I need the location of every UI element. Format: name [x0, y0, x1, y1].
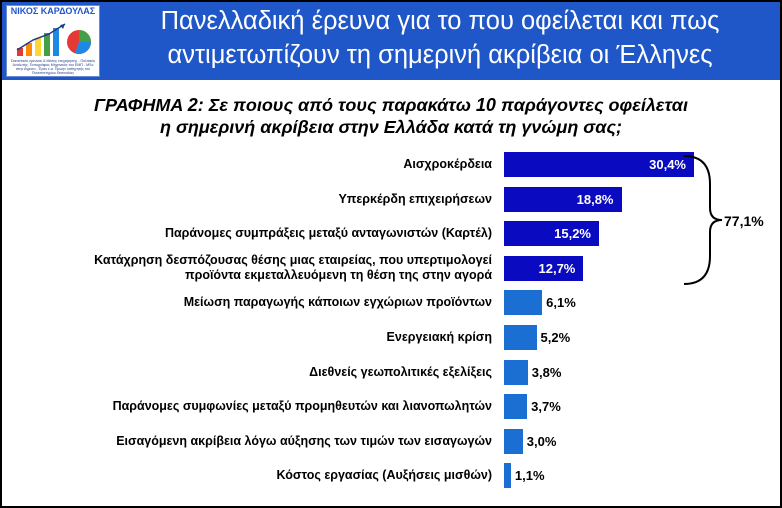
logo-caption: Στατιστικός έρευνας & Μέσης επιχείρησης …	[10, 59, 96, 75]
chart-title-line-1: ΓΡΑΦΗΜΑ 2: Σε ποιους από τους παρακάτω 1…	[94, 95, 688, 115]
bar-value-label: 3,7%	[531, 399, 561, 415]
bar-value-label: 30,4%	[649, 157, 686, 172]
bar	[504, 221, 599, 247]
category-label: Κατάχρηση δεσπόζουσας θέσης μιας εταιρεί…	[94, 253, 492, 283]
bar	[504, 255, 584, 281]
category-label: Παράνομες συμφωνίες μεταξύ προμηθευτών κ…	[113, 399, 492, 414]
category-label-line: Αισχροκέρδεια	[403, 157, 492, 171]
category-label: Παράνομες συμπράξεις μεταξύ ανταγωνιστών…	[165, 226, 492, 241]
page-title-line-2: αντιμετωπίζουν τη σημερινή ακρίβεια οι Έ…	[167, 41, 713, 69]
page-title: Πανελλαδική έρευνα για το που οφείλεται …	[102, 4, 778, 72]
category-label-line: Μείωση παραγωγής κάποιων εγχώριων προϊόν…	[183, 295, 492, 310]
bar	[504, 394, 528, 420]
category-label-line: προϊόντα εκμεταλλευόμενη τη θέση της στη…	[185, 268, 492, 283]
category-label: Εισαγόμενη ακρίβεια λόγω αύξησης των τιμ…	[116, 434, 492, 449]
bar-value-label: 15,2%	[554, 226, 591, 242]
category-label-line: Κόστος εργασίας (Αυξήσεις μισθών)	[276, 468, 492, 483]
bar-value-label: 3,0%	[526, 433, 557, 449]
category-label: Μείωση παραγωγής κάποιων εγχώριων προϊόν…	[184, 295, 492, 310]
chart-title-line-2: η σημερινή ακρίβεια στην Ελλάδα κατά τη …	[159, 117, 622, 137]
bar	[504, 186, 622, 212]
bar-value-label: 3,8%	[531, 364, 562, 380]
bar	[504, 325, 537, 350]
category-label-line: Κατάχρηση δεσπόζουσας θέσης μιας εταιρεί…	[94, 253, 492, 268]
logo-chart-icon	[16, 23, 91, 56]
chart-title: ΓΡΑΦΗΜΑ 2: Σε ποιους από τους παρακάτω 1…	[2, 94, 780, 138]
category-label: Κόστος εργασίας (Αυξήσεις μισθών)	[277, 468, 492, 483]
category-label: Υπερκέρδη επιχειρήσεων	[338, 192, 492, 207]
category-label: Αισχροκέρδεια	[403, 157, 492, 172]
category-label: Διεθνείς γεωπολιτικές εξελίξεις	[309, 365, 492, 380]
bar-value-label: 12,7%	[538, 260, 576, 276]
bar	[504, 290, 543, 316]
page-title-line-1: Πανελλαδική έρευνα για το που οφείλεται …	[160, 7, 720, 35]
category-label: Ενεργειακή κρίση	[387, 330, 492, 345]
logo: ΝΙΚΟΣ ΚΑΡΔΟΥΛΑΣ Στατιστικός έρευνας & Μέ…	[6, 5, 100, 77]
group-brace	[683, 155, 723, 285]
bar-value-label: 5,2%	[540, 330, 571, 345]
category-label-line: Παράνομες συμπράξεις μεταξύ ανταγωνιστών…	[164, 226, 492, 241]
bar-value-label: 1,1%	[514, 468, 545, 484]
group-total-label: 77,1%	[724, 213, 764, 229]
bar	[504, 428, 523, 454]
bar	[504, 463, 511, 489]
category-label-line: Υπερκέρδη επιχειρήσεων	[338, 191, 492, 206]
category-label-line: Διεθνείς γεωπολιτικές εξελίξεις	[309, 364, 492, 379]
bar-value-label: 6,1%	[546, 295, 576, 311]
category-label-line: Ενεργειακή κρίση	[386, 330, 492, 344]
bar	[504, 152, 694, 177]
bar	[504, 359, 528, 385]
bar-value-label: 18,8%	[576, 191, 614, 207]
logo-name: ΝΙΚΟΣ ΚΑΡΔΟΥΛΑΣ	[10, 6, 96, 16]
header-banner: ΝΙΚΟΣ ΚΑΡΔΟΥΛΑΣ Στατιστικός έρευνας & Μέ…	[2, 2, 780, 80]
category-label-line: Εισαγόμενη ακρίβεια λόγω αύξησης των τιμ…	[116, 433, 492, 448]
category-label-line: Παράνομες συμφωνίες μεταξύ προμηθευτών κ…	[112, 399, 492, 414]
